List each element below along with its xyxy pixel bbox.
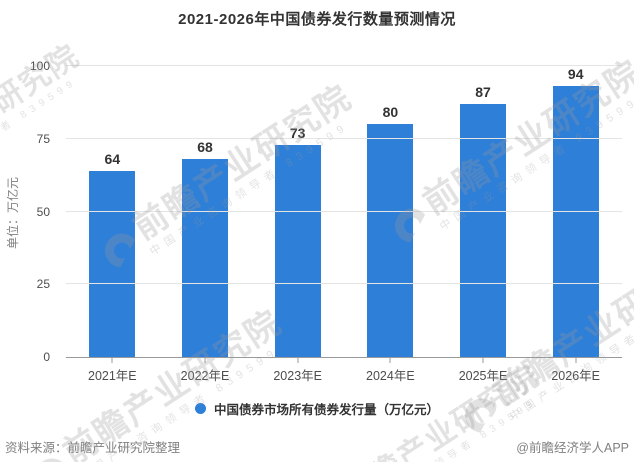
x-axis-ticks [66,358,622,363]
x-category-label: 2025年E [458,369,508,383]
y-tick-label: 75 [36,131,50,146]
bar [274,144,321,357]
y-tick-label: 25 [36,277,50,292]
x-axis-tick [389,358,391,363]
legend: 中国债券市场所有债券发行量（万亿元） [0,399,634,418]
gridline [66,283,622,285]
x-category-label: 2022年E [180,369,230,383]
y-tick-label: 0 [43,350,50,364]
footer-source: 资料来源：前瞻产业研究院整理 [5,441,181,455]
bar [552,86,599,357]
x-axis-tick [482,358,484,363]
bar [460,103,507,357]
y-tick-label: 100 [29,59,50,73]
gridline [66,210,622,212]
legend-marker-icon [194,403,206,414]
x-category-label: 2023年E [273,369,322,383]
bar-slot: 94 [529,66,622,357]
x-category-label: 2021年E [88,369,137,383]
bar [89,170,136,357]
chart-title: 2021-2026年中国债券发行数量预测情况 [178,11,456,28]
x-axis-labels: 2021年E 2022年E 2023年E 2024年E 2025年E 2026年E [66,365,622,384]
x-category-label: 2024年E [366,369,415,383]
footer-credit: @前瞻经济学人APP [516,441,629,455]
bar-value-label: 68 [197,139,213,156]
x-axis-tick [111,358,113,363]
bar [182,159,228,357]
bar [367,124,414,357]
bar-value-label: 64 [104,150,121,167]
x-category-label: 2026年E [551,369,601,383]
bar-value-label: 80 [382,104,399,121]
y-axis-tick-labels: 0 25 50 75 100 [0,59,58,364]
bar-slot: 64 [66,66,159,357]
x-axis-tick [297,358,299,363]
bar-slot: 73 [251,66,344,357]
bar-value-label: 87 [475,83,491,100]
gridline [66,65,622,66]
bar-value-label: 94 [567,66,584,82]
gridline [66,137,622,139]
x-axis-tick [575,358,577,363]
bar-slot: 87 [437,66,530,357]
bar-slot: 80 [344,66,437,357]
x-axis-tick [204,358,206,363]
bar-series: 64 68 73 80 87 94 [66,66,622,357]
y-tick-label: 50 [36,204,50,219]
plot-area: 64 68 73 80 87 94 [66,65,622,358]
legend-label: 中国债券市场所有债券发行量（万亿元） [213,403,439,417]
bar-slot: 68 [159,66,252,357]
bar-value-label: 73 [289,124,306,141]
